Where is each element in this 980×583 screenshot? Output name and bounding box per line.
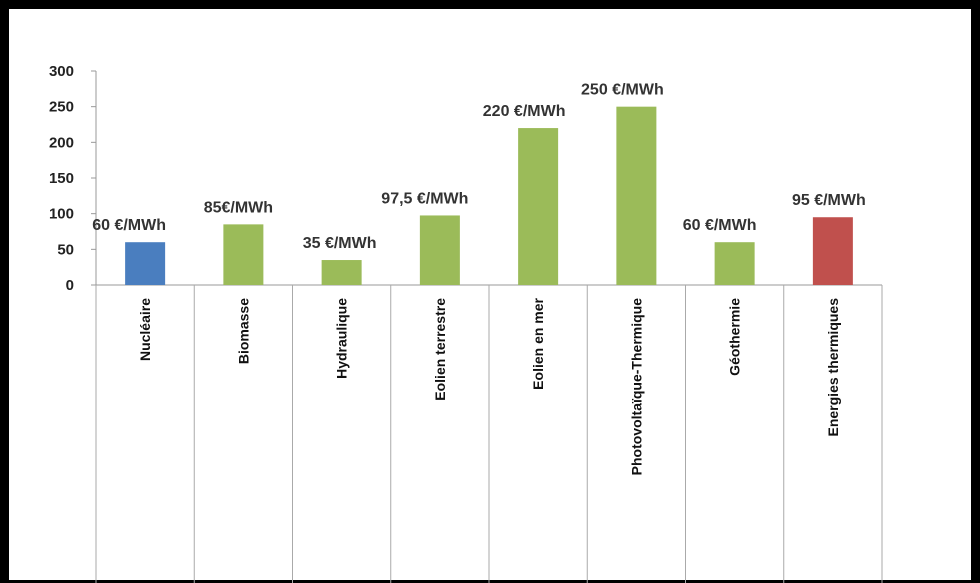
x-tick-label: Eolien terrestre: [432, 298, 448, 401]
data-label: 85€/MWh: [204, 199, 273, 216]
data-label: 35 €/MWh: [303, 235, 377, 252]
data-label: 95 €/MWh: [792, 192, 866, 209]
data-label: 250 €/MWh: [581, 82, 664, 99]
data-label: 97,5 €/MWh: [381, 190, 468, 207]
y-tick-label: 0: [66, 277, 74, 294]
bar: [321, 260, 362, 285]
bar: [812, 217, 853, 285]
y-tick-label: 250: [49, 99, 74, 116]
bar: [125, 242, 166, 285]
x-tick-label: Nucléaire: [137, 298, 153, 361]
x-tick-label: Eolien en mer: [530, 297, 546, 389]
data-label: 60 €/MWh: [92, 217, 166, 234]
y-tick-label: 200: [49, 134, 74, 151]
data-label: 60 €/MWh: [683, 217, 757, 234]
data-label: 220 €/MWh: [483, 103, 566, 120]
y-tick-label: 150: [49, 170, 74, 187]
bar: [518, 128, 559, 285]
y-tick-label: 50: [57, 241, 74, 258]
y-tick-label: 100: [49, 206, 74, 223]
x-tick-label: Hydraulique: [334, 298, 350, 379]
bar: [714, 242, 755, 285]
x-tick-label: Photovoltaïque-Thermique: [628, 298, 644, 476]
bar: [419, 215, 460, 285]
x-tick-label: Biomasse: [235, 298, 251, 364]
x-tick-label: Géothermie: [727, 298, 743, 376]
x-tick-label: Energies thermiques: [825, 298, 841, 437]
y-tick-label: 300: [49, 63, 74, 80]
bar: [616, 106, 657, 286]
bar: [223, 224, 264, 285]
